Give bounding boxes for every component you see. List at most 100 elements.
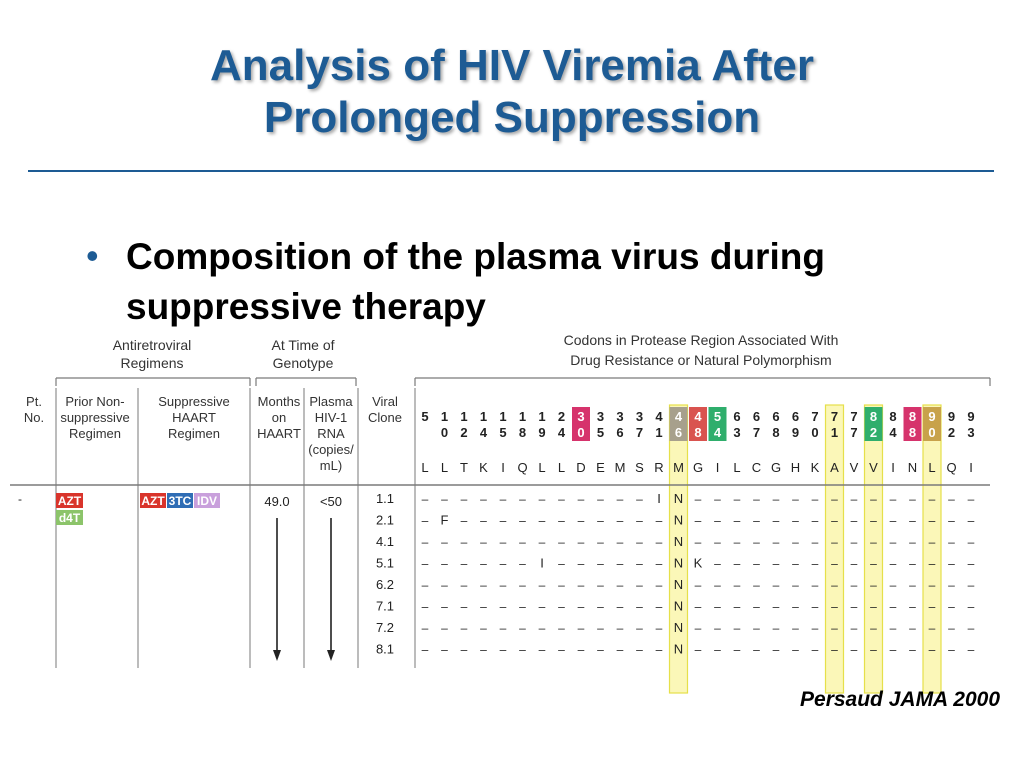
no-change-dash: –	[890, 621, 897, 635]
citation: Persaud JAMA 2000	[800, 688, 1000, 711]
no-change-dash: –	[695, 600, 702, 614]
no-change-dash: –	[929, 514, 936, 528]
no-change-dash: –	[500, 557, 507, 571]
no-change-dash: –	[890, 557, 897, 571]
no-change-dash: –	[929, 557, 936, 571]
no-change-dash: –	[831, 600, 838, 614]
no-change-dash: –	[695, 643, 702, 657]
codon-highlight-box	[668, 404, 689, 694]
no-change-dash: –	[597, 557, 604, 571]
reference-amino-acid: L	[421, 460, 428, 475]
no-change-dash: –	[480, 600, 487, 614]
no-change-dash: –	[441, 600, 448, 614]
no-change-dash: –	[812, 578, 819, 592]
no-change-dash: –	[519, 643, 526, 657]
codon-color-tag	[689, 407, 707, 441]
reference-amino-acid: K	[811, 460, 820, 475]
codon-number: 4	[675, 409, 683, 424]
no-change-dash: –	[500, 492, 507, 506]
codon-number: 4	[889, 425, 897, 440]
no-change-dash: –	[831, 514, 838, 528]
column-header-suppressive-regimen: Regimen	[168, 426, 220, 441]
no-change-dash: –	[558, 621, 565, 635]
codon-number: 3	[967, 425, 974, 440]
no-change-dash: –	[461, 535, 468, 549]
no-change-dash: –	[441, 535, 448, 549]
no-change-dash: –	[909, 643, 916, 657]
no-change-dash: –	[948, 492, 955, 506]
column-header-months: HAART	[257, 426, 301, 441]
no-change-dash: –	[480, 621, 487, 635]
codon-number: 7	[831, 409, 838, 424]
no-change-dash: –	[480, 557, 487, 571]
codon-number: 7	[636, 425, 643, 440]
no-change-dash: –	[870, 492, 877, 506]
no-change-dash: –	[558, 514, 565, 528]
no-change-dash: –	[636, 514, 643, 528]
codon-number: 6	[792, 409, 799, 424]
column-header-suppressive-regimen: HAART	[172, 410, 216, 425]
no-change-dash: –	[519, 492, 526, 506]
no-change-dash: –	[773, 514, 780, 528]
no-change-dash: –	[597, 535, 604, 549]
no-change-dash: –	[851, 578, 858, 592]
no-change-dash: –	[714, 621, 721, 635]
reference-amino-acid: I	[891, 460, 895, 475]
reference-amino-acid: M	[615, 460, 626, 475]
no-change-dash: –	[792, 514, 799, 528]
no-change-dash: –	[929, 492, 936, 506]
no-change-dash: –	[909, 492, 916, 506]
codon-number: 3	[616, 409, 623, 424]
codon-number: 0	[811, 425, 818, 440]
no-change-dash: –	[929, 621, 936, 635]
no-change-dash: –	[831, 621, 838, 635]
no-change-dash: –	[812, 621, 819, 635]
no-change-dash: –	[753, 621, 760, 635]
no-change-dash: –	[909, 578, 916, 592]
drug-badge	[140, 493, 166, 508]
no-change-dash: –	[929, 578, 936, 592]
codon-number: 7	[753, 425, 760, 440]
codon-number: 9	[967, 409, 974, 424]
no-change-dash: –	[539, 514, 546, 528]
no-change-dash: –	[870, 514, 877, 528]
codon-number: 8	[870, 409, 877, 424]
column-header-plasma-rna: RNA	[317, 426, 345, 441]
bullet-marker: •	[86, 235, 99, 276]
drug-badge-label: AZT	[141, 494, 165, 508]
title-line-2: Prolonged Suppression	[263, 93, 761, 142]
no-change-dash: –	[870, 578, 877, 592]
no-change-dash: –	[578, 557, 585, 571]
column-header-pt: No.	[24, 410, 44, 425]
codon-highlight-box	[824, 404, 845, 694]
no-change-dash: –	[539, 621, 546, 635]
no-change-dash: –	[461, 492, 468, 506]
drug-badge-label: 3TC	[169, 494, 192, 508]
no-change-dash: –	[441, 621, 448, 635]
reference-amino-acid: L	[558, 460, 565, 475]
no-change-dash: –	[539, 535, 546, 549]
amino-acid-change: N	[674, 491, 683, 506]
slide-title: Analysis of HIV Viremia After Prolonged …	[0, 40, 1024, 144]
column-header-viral-clone: Clone	[368, 410, 402, 425]
no-change-dash: –	[812, 557, 819, 571]
no-change-dash: –	[441, 557, 448, 571]
reference-amino-acid: L	[733, 460, 740, 475]
clone-id: 4.1	[376, 534, 394, 549]
patient-number: -	[18, 492, 22, 506]
no-change-dash: –	[558, 643, 565, 657]
codon-number: 8	[909, 425, 916, 440]
reference-amino-acid: A	[830, 460, 839, 475]
no-change-dash: –	[480, 578, 487, 592]
no-change-dash: –	[500, 643, 507, 657]
no-change-dash: –	[597, 578, 604, 592]
group-header-codons: Codons in Protease Region Associated Wit…	[564, 332, 839, 348]
drug-badge-label: d4T	[59, 511, 81, 525]
no-change-dash: –	[831, 535, 838, 549]
codon-number: 9	[792, 425, 799, 440]
codon-number: 8	[909, 409, 916, 424]
no-change-dash: –	[636, 578, 643, 592]
codon-number: 5	[499, 425, 506, 440]
no-change-dash: –	[870, 557, 877, 571]
